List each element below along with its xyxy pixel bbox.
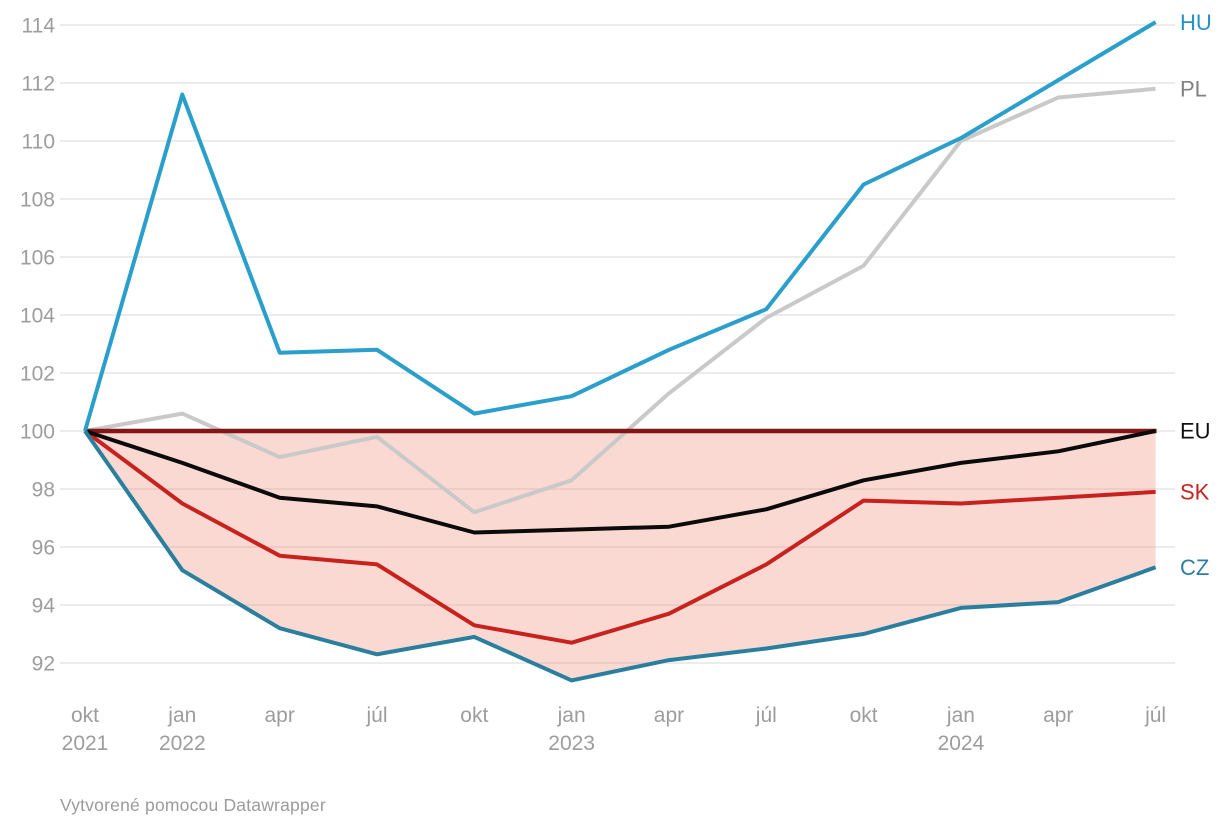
y-tick-label: 100 (20, 420, 55, 443)
x-tick-year: 2021 (62, 732, 109, 755)
series-line-eu (84, 429, 1157, 535)
y-axis-labels: 92 94 96 98 100 102 104 106 108 110 112 114 (20, 14, 55, 675)
x-tick-month: okt (850, 704, 878, 727)
y-tick-label: 98 (32, 478, 55, 501)
x-axis-labels: okt 2021 jan 2022 apr júl okt jan 2023 apr júl okt j… (62, 704, 1166, 755)
y-tick-label: 114 (22, 14, 56, 37)
y-tick-label: 108 (20, 188, 55, 211)
x-tick-month: júl (365, 704, 387, 727)
series-label-eu: EU (1180, 419, 1211, 444)
x-tick-month: apr (264, 704, 294, 727)
attribution-link[interactable]: Vytvorené pomocou Datawrapper (60, 795, 326, 815)
line-chart: 92 94 96 98 100 102 104 106 108 110 112 114 PL SK EU HU… (20, 10, 1212, 755)
series-label-sk: SK (1180, 480, 1210, 505)
x-tick-month: okt (460, 704, 488, 727)
series-line-sk (83, 429, 1156, 645)
y-tick-label: 104 (20, 304, 55, 327)
x-tick-year: 2023 (548, 732, 595, 755)
x-tick-month: jan (557, 704, 586, 727)
series-label-cz: CZ (1180, 555, 1209, 580)
x-tick-month: júl (1144, 704, 1166, 727)
series-line-cz (83, 429, 1157, 683)
y-tick-label: 110 (22, 130, 55, 153)
y-tick-label: 102 (20, 362, 55, 385)
y-tick-label: 92 (32, 652, 55, 675)
y-tick-label: 96 (32, 536, 55, 559)
x-tick-month: okt (71, 704, 99, 727)
x-tick-month: jan (167, 704, 196, 727)
series-line-pl (84, 86, 1156, 515)
area-below-baseline (85, 431, 1156, 681)
y-tick-label: 112 (22, 72, 55, 95)
y-tick-label: 94 (32, 594, 56, 617)
y-tick-label: 106 (20, 246, 55, 269)
series-labels: PL SK EU HU CZ (1180, 10, 1212, 580)
x-tick-month: jan (946, 704, 975, 727)
series-label-hu: HU (1180, 10, 1212, 35)
x-tick-year: 2022 (159, 732, 206, 755)
x-tick-month: apr (654, 704, 684, 727)
series-line-hu (83, 20, 1157, 432)
x-tick-year: 2024 (938, 732, 985, 755)
x-tick-month: apr (1043, 704, 1073, 727)
x-tick-month: júl (755, 704, 777, 727)
series-label-pl: PL (1180, 77, 1207, 102)
